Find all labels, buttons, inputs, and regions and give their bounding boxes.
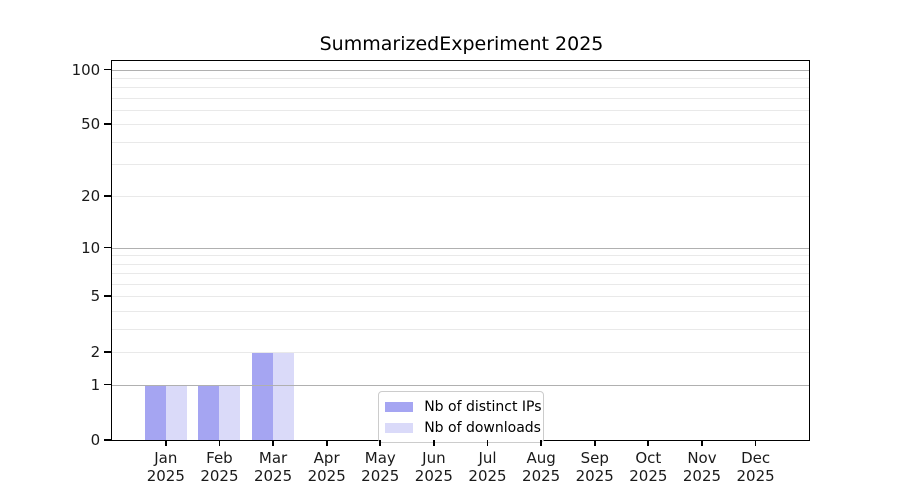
x-tick-label-apr: Apr 2025 [307, 449, 346, 486]
y-tick-2 [104, 351, 112, 353]
gridline-minor-50 [112, 124, 810, 126]
x-tick-jun [432, 440, 435, 447]
x-tick-apr [325, 440, 328, 447]
legend-label-distinct-ips: Nb of distinct IPs [424, 398, 542, 415]
y-tick-5 [104, 295, 112, 298]
x-tick-label-sep: Sep 2025 [575, 449, 614, 486]
gridline-minor-3 [112, 328, 810, 330]
gridline-minor-4 [112, 310, 810, 312]
y-tick-50 [104, 123, 112, 126]
y-tick-label-5: 5 [90, 287, 101, 306]
legend-label-downloads: Nb of downloads [424, 419, 541, 436]
gridline-minor-5 [112, 296, 810, 298]
x-tick-mar [272, 440, 274, 447]
y-tick-label-10: 10 [81, 238, 101, 257]
x-tick-nov [701, 440, 703, 447]
x-tick-feb [218, 440, 221, 447]
legend: Nb of distinct IPs Nb of downloads [378, 391, 545, 444]
y-tick-label-50: 50 [81, 115, 101, 134]
y-tick-label-0: 0 [90, 431, 101, 450]
x-tick-aug [540, 440, 543, 447]
gridline-minor-8 [112, 263, 810, 265]
x-tick-jan [164, 440, 167, 447]
x-tick-label-oct: Oct 2025 [629, 449, 668, 486]
x-tick-label-mar: Mar 2025 [253, 449, 293, 486]
gridline-minor-2 [112, 351, 810, 353]
gridline-minor-30 [112, 164, 810, 166]
chart-title: SummarizedExperiment 2025 [319, 33, 604, 55]
y-tick-100 [104, 68, 112, 71]
y-tick-label-20: 20 [81, 186, 101, 205]
bar-mar-downloads [273, 351, 295, 441]
y-tick-0 [104, 439, 112, 442]
gridline-minor-80 [112, 87, 810, 89]
bar-feb-downloads [219, 384, 241, 441]
y-tick-label-1: 1 [90, 375, 101, 394]
gridline-major-1 [112, 384, 810, 386]
bar-feb-distinct-ips [198, 384, 220, 441]
y-tick-1 [104, 383, 112, 386]
gridline-minor-9 [112, 255, 810, 257]
x-tick-dec [754, 440, 757, 447]
gridline-minor-7 [112, 273, 810, 275]
plot-area: Nb of distinct IPs Nb of downloads 0 1 2 5 1… [72, 60, 811, 485]
x-tick-label-may: May 2025 [361, 449, 400, 486]
gridline-minor-20 [112, 195, 810, 197]
x-tick-label-feb: Feb 2025 [200, 449, 239, 486]
legend-swatch-distinct-ips [385, 401, 414, 412]
x-tick-label-jul: Jul 2025 [468, 449, 507, 486]
bar-mar-distinct-ips [252, 351, 274, 441]
x-tick-label-jun: Jun 2025 [414, 449, 453, 486]
x-tick-sep [593, 440, 596, 447]
x-tick-jul [486, 440, 489, 447]
gridline-minor-6 [112, 283, 810, 285]
x-tick-label-aug: Aug 2025 [522, 449, 561, 486]
gridline-minor-90 [112, 77, 810, 79]
y-tick-10 [104, 246, 112, 249]
legend-entry-downloads: Nb of downloads [385, 417, 541, 438]
y-tick-20 [104, 194, 112, 197]
gridline-major-10 [112, 247, 810, 249]
x-tick-label-jan: Jan 2025 [146, 449, 185, 486]
gridline-major-100 [112, 69, 810, 71]
x-tick-may [379, 440, 382, 447]
y-tick-label-100: 100 [71, 60, 101, 79]
legend-entry-distinct-ips: Nb of distinct IPs [385, 396, 542, 417]
gridline-minor-40 [112, 141, 810, 143]
legend-swatch-downloads [385, 422, 414, 433]
gridline-minor-60 [112, 110, 810, 111]
x-tick-label-nov: Nov 2025 [682, 449, 722, 486]
bar-jan-distinct-ips [144, 384, 166, 441]
bar-jan-downloads [165, 384, 187, 441]
x-tick-label-dec: Dec 2025 [736, 449, 775, 486]
y-tick-label-2: 2 [90, 342, 101, 361]
x-tick-oct [647, 440, 650, 447]
gridline-minor-70 [112, 97, 810, 99]
